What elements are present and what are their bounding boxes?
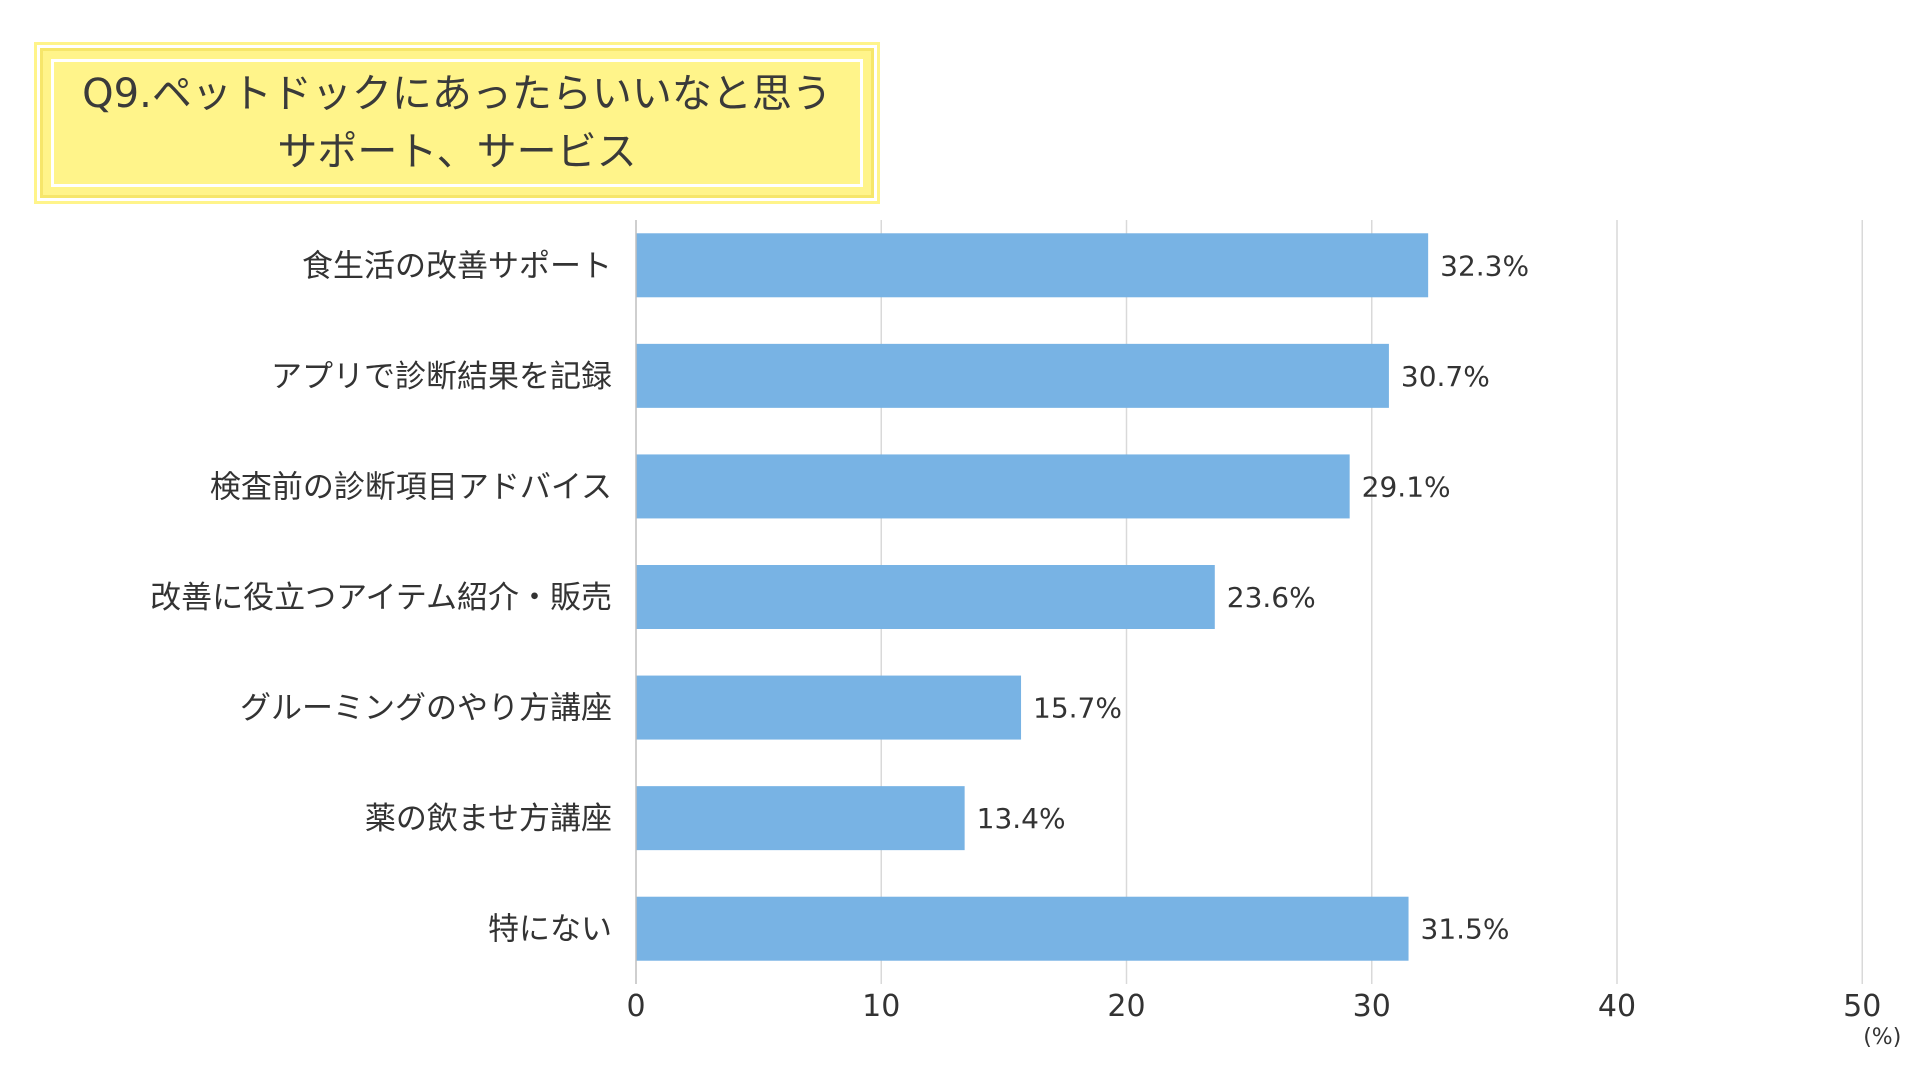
x-tick-label-0: 0 — [626, 989, 645, 1024]
x-tick-label-40: 40 — [1598, 989, 1636, 1024]
chart-title-box: Q9.ペットドックにあったらいいなと思う サポート、サービス — [34, 42, 880, 204]
value-label-2: 29.1% — [1362, 470, 1451, 503]
category-label-2: 検査前の診断項目アドバイス — [210, 469, 612, 505]
value-label-6: 31.5% — [1421, 913, 1510, 946]
chart-title-line-1: Q9.ペットドックにあったらいいなと思う — [82, 71, 832, 117]
bar-3 — [636, 565, 1215, 629]
bar-5 — [636, 786, 965, 851]
x-tick-label-10: 10 — [862, 989, 900, 1024]
x-tick-label-30: 30 — [1353, 989, 1391, 1024]
category-label-5: 薬の飲ませ方講座 — [365, 801, 612, 837]
x-tick-label-20: 20 — [1107, 989, 1145, 1024]
x-tick-label-50: 50 — [1843, 989, 1881, 1024]
category-label-6: 特にない — [488, 912, 612, 948]
category-label-3: 改善に役立つアイテム紹介・販売 — [150, 580, 612, 616]
category-label-4: グルーミングのやり方講座 — [240, 691, 612, 727]
value-label-3: 23.6% — [1227, 581, 1316, 614]
x-axis-unit-label: (%) — [1863, 1025, 1901, 1050]
bar-2 — [636, 454, 1350, 519]
category-label-0: 食生活の改善サポート — [302, 248, 612, 284]
value-label-1: 30.7% — [1401, 360, 1490, 393]
bar-6 — [636, 896, 1409, 961]
value-label-0: 32.3% — [1440, 249, 1529, 282]
category-label-1: アプリで診断結果を記録 — [271, 359, 612, 395]
chart-title-inner: Q9.ペットドックにあったらいいなと思う サポート、サービス — [51, 59, 863, 187]
value-label-4: 15.7% — [1033, 692, 1122, 725]
bar-0 — [636, 233, 1429, 298]
chart-title-line-2: サポート、サービス — [277, 129, 637, 175]
value-label-5: 13.4% — [977, 802, 1066, 835]
bar-4 — [636, 675, 1022, 740]
bar-1 — [636, 343, 1389, 408]
